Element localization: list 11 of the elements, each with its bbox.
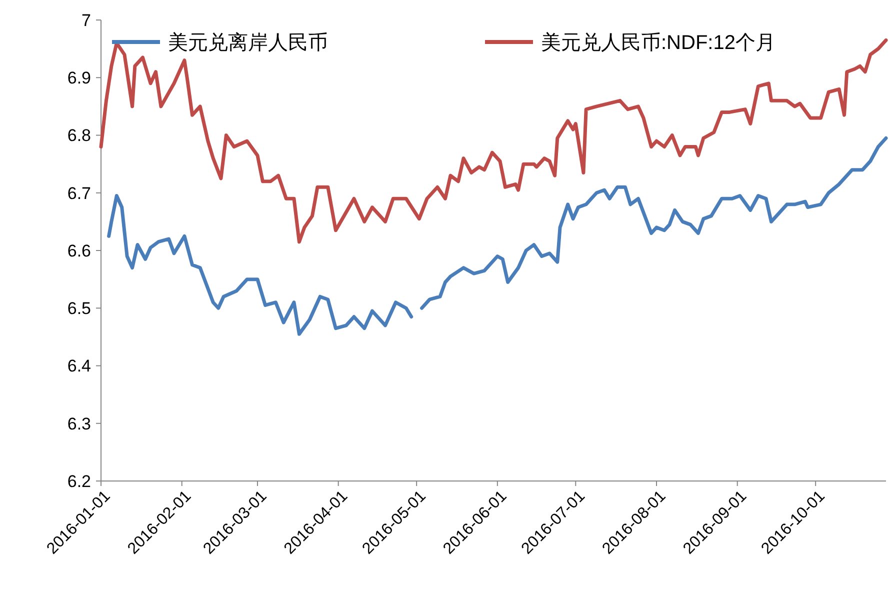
y-tick-label: 6.4	[67, 356, 91, 376]
y-tick-label: 6.5	[67, 299, 91, 318]
y-tick-label: 6.8	[67, 126, 91, 146]
y-tick-label: 6.2	[67, 472, 91, 491]
y-tick-label: 6.3	[67, 414, 91, 434]
y-tick-label: 7	[82, 10, 91, 30]
legend-label: 美元兑离岸人民币	[168, 31, 328, 54]
legend-label: 美元兑人民币:NDF:12个月	[541, 31, 776, 54]
y-tick-label: 6.9	[67, 68, 91, 88]
y-tick-label: 6.7	[67, 184, 91, 203]
y-tick-label: 6.6	[67, 241, 91, 260]
